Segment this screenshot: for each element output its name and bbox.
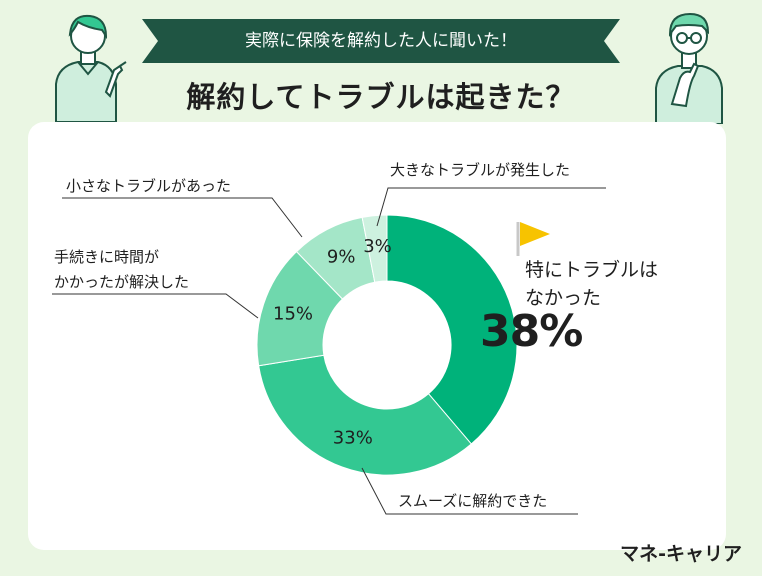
ribbon-text: 実際に保険を解約した人に聞いた！	[245, 31, 517, 51]
callout-line2: なかった	[525, 287, 602, 309]
label-large-trouble: 大きなトラブルが発生した	[390, 161, 571, 179]
label-time-resolved-line2: かかったが解決した	[54, 273, 190, 291]
brand-logo: マネ-キャリア	[620, 543, 742, 565]
label-time-resolved-line1: 手続きに時間が	[54, 248, 160, 266]
callout-line1: 特にトラブルは	[525, 259, 659, 281]
slice-percentage-label-1: 33%	[333, 427, 373, 448]
woman-pointing-illustration	[55, 14, 127, 122]
slice-percentage-label-4: 3%	[363, 236, 392, 257]
leader-line-smooth	[361, 467, 578, 515]
donut-hole	[323, 281, 451, 409]
callout-percentage: 38%	[480, 306, 583, 357]
leader-line-large-trouble	[376, 187, 606, 227]
page-title: 解約してトラブルは起きた？	[186, 80, 576, 114]
label-small-trouble: 小さなトラブルがあった	[66, 177, 232, 195]
slice-percentage-label-2: 15%	[273, 303, 313, 324]
leader-line-small-trouble	[62, 197, 303, 238]
header-ribbon	[142, 19, 620, 63]
leader-line-time-resolved	[52, 293, 259, 319]
slice-percentage-label-3: 9%	[327, 247, 356, 268]
man-thinking-illustration	[655, 12, 723, 124]
callout-no-trouble: 特にトラブルは なかった	[525, 256, 658, 312]
flag-icon	[516, 222, 550, 256]
label-smooth: スムーズに解約できた	[398, 492, 548, 510]
